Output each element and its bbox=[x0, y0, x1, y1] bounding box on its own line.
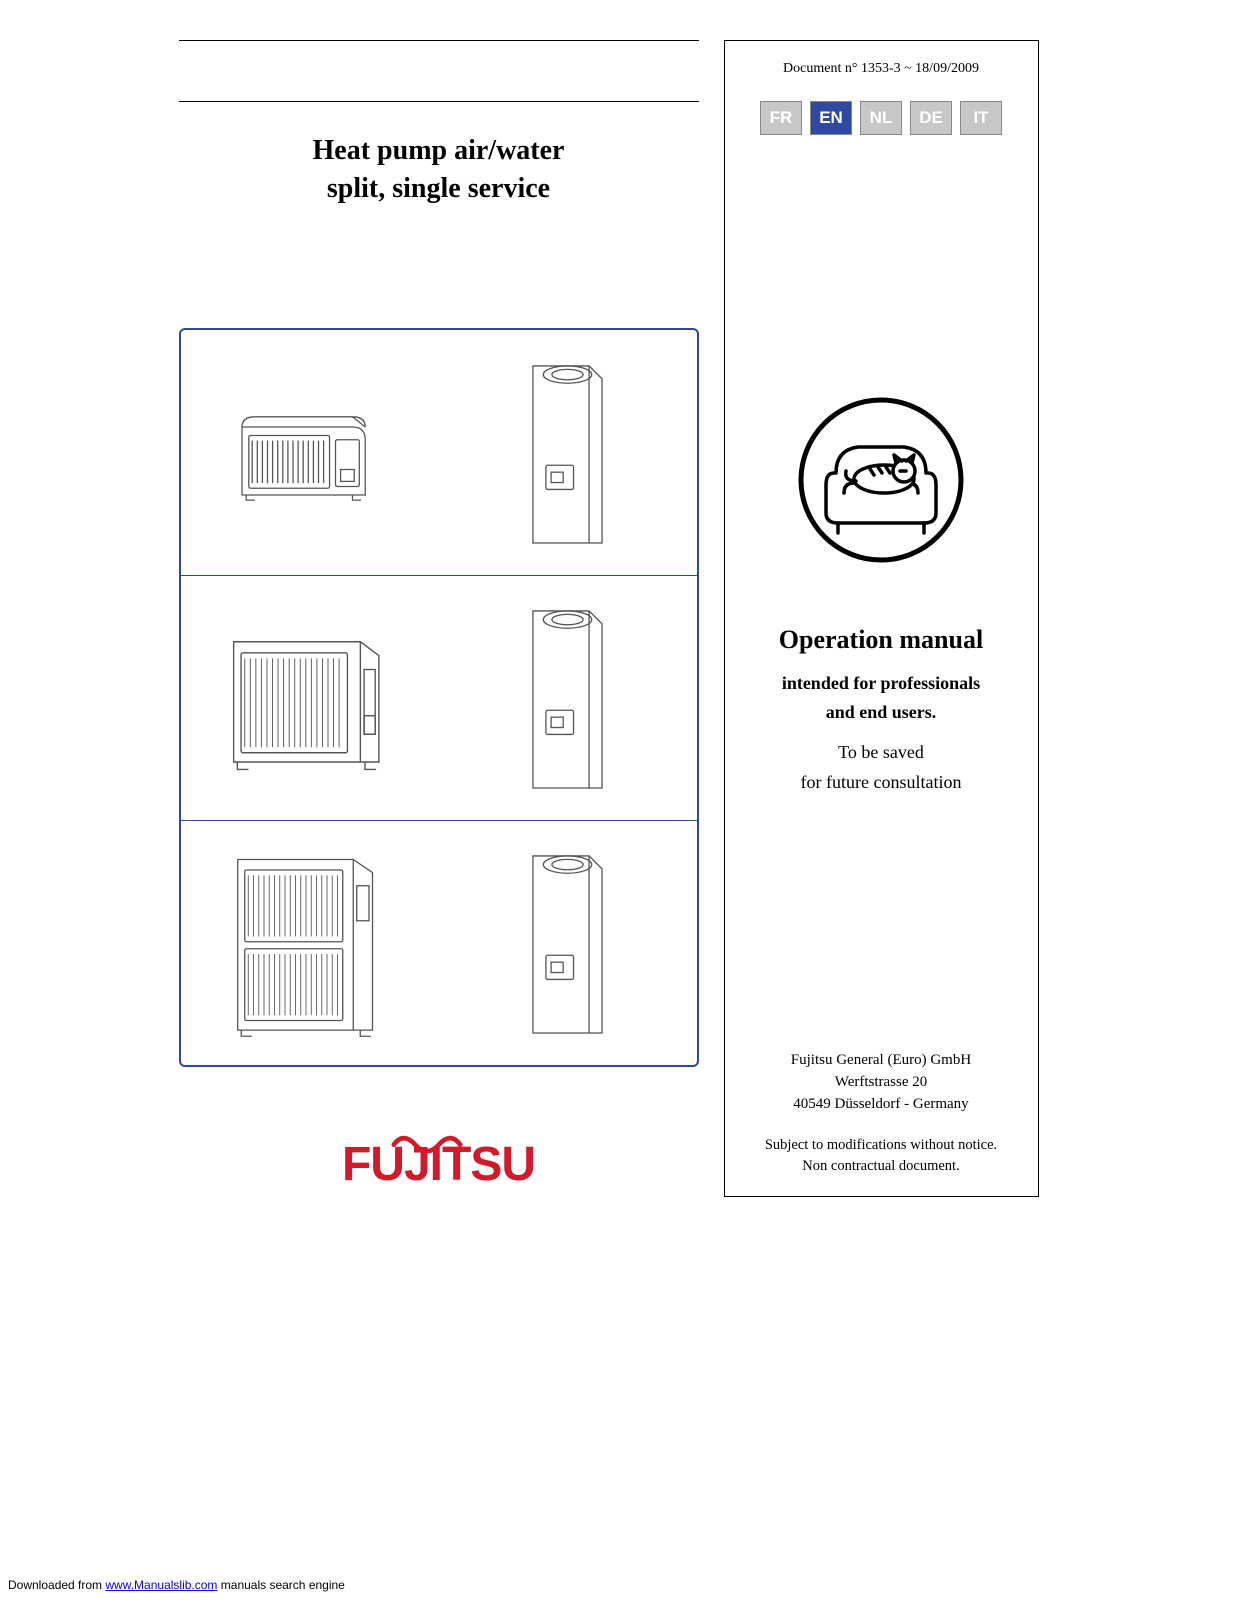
footer-link[interactable]: www.Manualslib.com bbox=[105, 1578, 217, 1592]
op-sub-line-1: intended for professionals bbox=[782, 673, 980, 693]
product-cell-outdoor bbox=[181, 821, 439, 1065]
lang-button-it[interactable]: IT bbox=[960, 101, 1002, 135]
lang-button-nl[interactable]: NL bbox=[860, 101, 902, 135]
brand-logo: FUJITSU bbox=[179, 1137, 699, 1197]
lang-button-en[interactable]: EN bbox=[810, 101, 852, 135]
indoor-unit-icon bbox=[520, 353, 615, 552]
indoor-unit-icon bbox=[520, 843, 615, 1042]
disclaimer-line-2: Non contractual document. bbox=[802, 1158, 959, 1174]
horizontal-rule-top bbox=[179, 40, 699, 41]
product-grid bbox=[179, 328, 699, 1067]
page-footer: Downloaded from www.Manualslib.com manua… bbox=[8, 1578, 345, 1592]
op-note-line-2: for future consultation bbox=[801, 772, 962, 792]
product-cell-indoor bbox=[439, 330, 697, 575]
operation-manual-note: To be saved for future consultation bbox=[801, 737, 962, 798]
company-line-1: Fujitsu General (Euro) GmbH bbox=[791, 1052, 971, 1068]
disclaimer-text: Subject to modifications without notice.… bbox=[765, 1135, 997, 1176]
title-line-2: split, single service bbox=[327, 173, 550, 204]
language-selector: FR EN NL DE IT bbox=[760, 101, 1002, 135]
operation-manual-title: Operation manual bbox=[779, 625, 983, 655]
title-line-1: Heat pump air/water bbox=[313, 135, 565, 166]
right-column: Document n° 1353-3 ~ 18/09/2009 FR EN NL… bbox=[724, 40, 1039, 1197]
lang-button-fr[interactable]: FR bbox=[760, 101, 802, 135]
company-line-3: 40549 Düsseldorf - Germany bbox=[793, 1096, 968, 1112]
footer-suffix: manuals search engine bbox=[217, 1578, 344, 1592]
disclaimer-line-1: Subject to modifications without notice. bbox=[765, 1137, 997, 1153]
footer-prefix: Downloaded from bbox=[8, 1578, 105, 1592]
comfort-cat-icon bbox=[796, 395, 966, 565]
company-address: Fujitsu General (Euro) GmbH Werftstrasse… bbox=[791, 1050, 971, 1115]
op-sub-line-2: and end users. bbox=[826, 702, 937, 722]
product-cell-outdoor bbox=[181, 330, 439, 575]
product-cell-indoor bbox=[439, 821, 697, 1065]
left-column: Heat pump air/water split, single servic… bbox=[179, 40, 699, 1197]
horizontal-rule-2 bbox=[179, 101, 699, 102]
outdoor-unit-small-icon bbox=[225, 393, 395, 512]
operation-manual-subtitle: intended for professionals and end users… bbox=[782, 669, 980, 727]
op-note-line-1: To be saved bbox=[838, 742, 924, 762]
product-cell-outdoor bbox=[181, 576, 439, 820]
product-cell-indoor bbox=[439, 576, 697, 820]
product-row bbox=[181, 820, 697, 1065]
document-number: Document n° 1353-3 ~ 18/09/2009 bbox=[783, 61, 979, 77]
page-title: Heat pump air/water split, single servic… bbox=[179, 132, 699, 208]
company-line-2: Werftstrasse 20 bbox=[835, 1074, 928, 1090]
fujitsu-infinity-mark bbox=[382, 1134, 472, 1155]
indoor-unit-icon bbox=[520, 598, 615, 797]
outdoor-unit-large-icon bbox=[222, 842, 397, 1043]
product-row bbox=[181, 575, 697, 820]
lang-button-de[interactable]: DE bbox=[910, 101, 952, 135]
outdoor-unit-medium-icon bbox=[217, 614, 402, 781]
product-row bbox=[181, 330, 697, 575]
